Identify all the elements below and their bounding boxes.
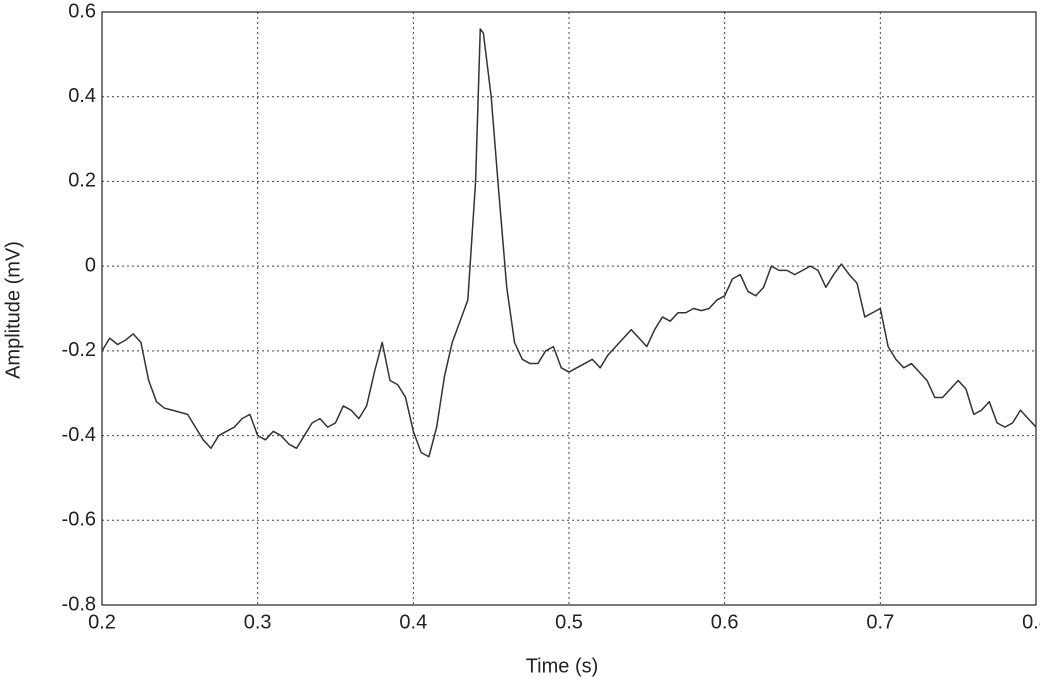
x-axis-label: Time (s) <box>526 655 599 677</box>
y-tick-label: 0.4 <box>68 85 96 107</box>
x-tick-label: 0.6 <box>711 611 739 633</box>
y-tick-label: 0.2 <box>68 170 96 192</box>
y-tick-label: -0.6 <box>62 509 96 531</box>
x-tick-label: 0.8 <box>1022 611 1040 633</box>
x-tick-label: 0.5 <box>555 611 583 633</box>
signal-line <box>101 28 1037 458</box>
y-axis-label: Amplitude (mV) <box>2 241 24 379</box>
y-tick-label: 0.6 <box>68 0 96 22</box>
x-tick-label: 0.4 <box>399 611 427 633</box>
x-tick-label: 0.2 <box>88 611 116 633</box>
plot-frame <box>101 11 1037 606</box>
y-tick-label: -0.2 <box>62 339 96 361</box>
y-tick-label: 0 <box>85 254 96 276</box>
x-tick-label: 0.7 <box>866 611 894 633</box>
y-tick-label: -0.8 <box>62 593 96 615</box>
x-tick-label: 0.3 <box>244 611 272 633</box>
y-tick-label: -0.4 <box>62 424 96 446</box>
